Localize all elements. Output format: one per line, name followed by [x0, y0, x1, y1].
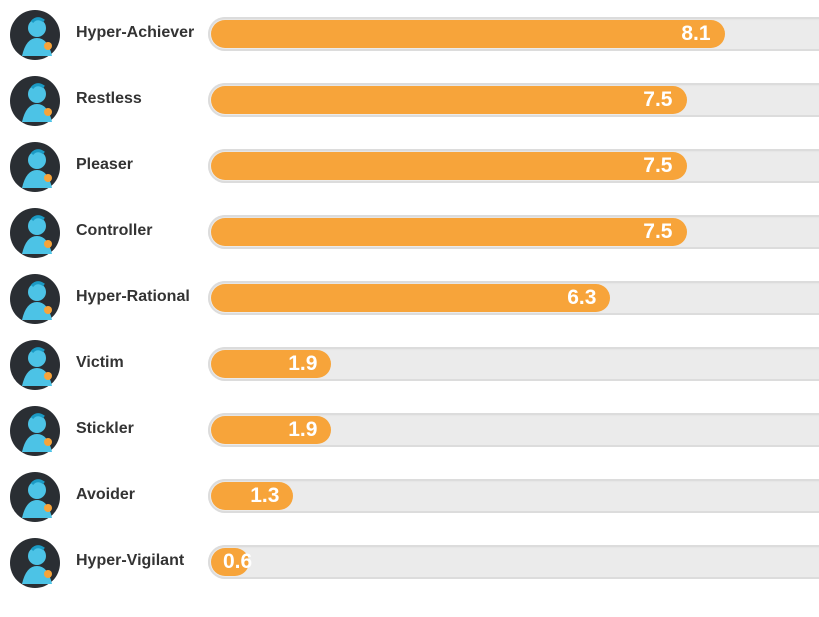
bar-row: Victim 1.9 [0, 330, 819, 396]
bar-track: 8.1 [208, 17, 819, 51]
bar: 1.3 [211, 482, 294, 510]
category-label: Hyper-Achiever [76, 24, 195, 41]
bar-row: Controller 7.5 [0, 198, 819, 264]
bar-row: Hyper-Vigilant 0.6 [0, 528, 819, 594]
bar-row: Restless 7.5 [0, 66, 819, 132]
controller-avatar-icon [10, 208, 60, 258]
category-label: Restless [76, 90, 142, 107]
stickler-avatar-icon [10, 406, 60, 456]
category-label: Hyper-Rational [76, 288, 190, 305]
restless-avatar-icon [10, 76, 60, 126]
bar-row: Hyper-Achiever 8.1 [0, 0, 819, 66]
category-label: Victim [76, 354, 124, 371]
hyper-achiever-avatar-icon [10, 10, 60, 60]
value-label: 7.5 [643, 88, 673, 111]
bar-track: 1.9 [208, 347, 819, 381]
bar: 1.9 [211, 416, 332, 444]
hyper-vigilant-avatar-icon [10, 538, 60, 588]
value-label: 1.9 [288, 418, 318, 441]
bar: 7.5 [211, 218, 687, 246]
category-label: Stickler [76, 420, 134, 437]
value-label: 1.3 [250, 484, 280, 507]
bar: 7.5 [211, 86, 687, 114]
bar-row: Stickler 1.9 [0, 396, 819, 462]
value-label: 1.9 [288, 352, 318, 375]
hyper-rational-avatar-icon [10, 274, 60, 324]
bar: 6.3 [211, 284, 611, 312]
category-label: Avoider [76, 486, 135, 503]
value-label: 7.5 [643, 220, 673, 243]
bar-row: Avoider 1.3 [0, 462, 819, 528]
bar-track: 7.5 [208, 149, 819, 183]
bar: 1.9 [211, 350, 332, 378]
bar-track: 0.6 [208, 545, 819, 579]
avoider-avatar-icon [10, 472, 60, 522]
bar-track: 6.3 [208, 281, 819, 315]
bar: 8.1 [211, 20, 725, 48]
bar-track: 7.5 [208, 83, 819, 117]
bar: 0.6 [211, 548, 253, 576]
bar-row: Hyper-Rational 6.3 [0, 264, 819, 330]
value-label: 6.3 [567, 286, 597, 309]
bar-row: Pleaser 7.5 [0, 132, 819, 198]
value-label: 7.5 [643, 154, 673, 177]
pleaser-avatar-icon [10, 142, 60, 192]
category-label: Hyper-Vigilant [76, 552, 185, 569]
category-label: Pleaser [76, 156, 133, 173]
value-label: 0.6 [223, 550, 253, 573]
value-label: 8.1 [681, 22, 711, 45]
bar-track: 1.3 [208, 479, 819, 513]
bar-track: 1.9 [208, 413, 819, 447]
victim-avatar-icon [10, 340, 60, 390]
category-label: Controller [76, 222, 153, 239]
bar: 7.5 [211, 152, 687, 180]
bar-track: 7.5 [208, 215, 819, 249]
